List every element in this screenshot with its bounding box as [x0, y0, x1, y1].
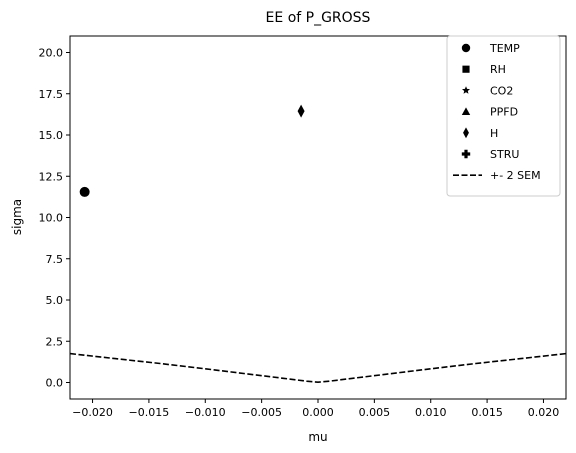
legend-swatch-temp — [461, 43, 471, 53]
plot-area — [69, 104, 567, 384]
y-tick-label: 2.5 — [46, 335, 64, 348]
x-tick-label: 0.010 — [415, 406, 447, 419]
x-tick-label: −0.020 — [72, 406, 113, 419]
legend-swatch-stru — [461, 149, 471, 159]
x-axis-label: mu — [308, 430, 327, 444]
legend: TEMP RH CO2 PPFD H STRU +- 2 SEM — [446, 35, 561, 197]
x-tick-label: 0.000 — [302, 406, 334, 419]
y-tick-label: 7.5 — [46, 253, 64, 266]
x-axis: −0.020 −0.015 −0.010 −0.005 0.000 0.005 0.010 0… — [72, 399, 559, 419]
x-tick-label: −0.005 — [241, 406, 282, 419]
point-temp — [79, 186, 90, 197]
x-tick-label: 0.015 — [471, 406, 503, 419]
x-tick-label: −0.015 — [129, 406, 170, 419]
legend-swatch-co2 — [462, 86, 470, 94]
legend-swatch-h — [463, 127, 469, 139]
y-tick-label: 5.0 — [46, 294, 64, 307]
legend-swatch-rh — [462, 65, 470, 73]
x-tick-label: 0.020 — [528, 406, 560, 419]
legend-label: H — [490, 127, 498, 140]
y-tick-label: 0.0 — [46, 377, 64, 390]
y-tick-label: 15.0 — [39, 129, 64, 142]
y-tick-label: 20.0 — [39, 47, 64, 60]
y-axis-label: sigma — [10, 199, 24, 235]
legend-label: STRU — [490, 148, 519, 161]
legend-label: +- 2 SEM — [490, 169, 541, 182]
legend-label: PPFD — [490, 106, 518, 119]
sem-line — [69, 352, 567, 384]
sem-line-group — [69, 352, 567, 384]
legend-swatch-ppfd — [461, 107, 471, 115]
x-tick-label: −0.010 — [185, 406, 226, 419]
legend-label: CO2 — [490, 84, 513, 97]
marker-group — [79, 104, 305, 197]
y-tick-label: 12.5 — [39, 170, 64, 183]
legend-label: TEMP — [489, 42, 520, 55]
y-axis: 0.0 2.5 5.0 7.5 10.0 12.5 15.0 17.5 20.0 — [39, 47, 70, 390]
chart-title: EE of P_GROSS — [266, 10, 371, 26]
legend-box — [446, 35, 561, 197]
x-tick-label: 0.005 — [359, 406, 391, 419]
y-tick-label: 17.5 — [39, 88, 64, 101]
point-h — [297, 104, 305, 118]
legend-label: RH — [490, 63, 506, 76]
y-tick-label: 10.0 — [39, 212, 64, 225]
